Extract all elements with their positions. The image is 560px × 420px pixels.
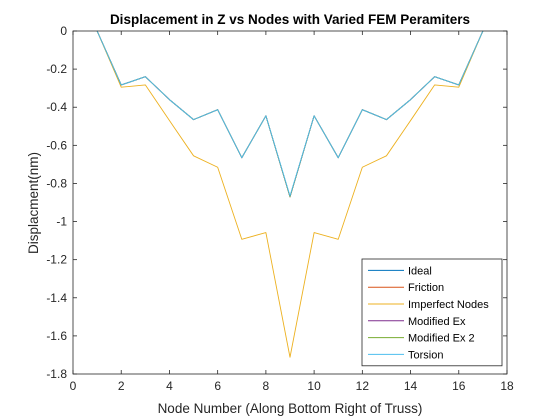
legend-label: Ideal [408,265,432,277]
y-tick-label: -0.2 [46,62,67,76]
series-line-2 [96,30,484,358]
x-tick-label: 18 [500,379,514,393]
y-tick-label: -1.6 [46,329,67,343]
series-lines [96,30,484,358]
x-tick-label: 16 [452,379,466,393]
x-axis-label: Node Number (Along Bottom Right of Truss… [158,401,423,416]
y-tick-label: -0.8 [46,176,67,190]
x-tick-label: 14 [404,379,418,393]
legend-label: Friction [408,282,444,294]
y-tick-label: -0.4 [46,100,67,114]
y-tick-label: -1.2 [46,253,67,267]
legend: Ideal Friction Imperfect Nodes Modified Ex M… [361,258,503,367]
legend-label: Modified Ex [408,316,466,328]
y-tick-label: -1.8 [46,367,67,381]
x-tick-label: 2 [118,379,125,393]
axes-box [72,30,508,375]
y-tick-label: -1 [56,215,67,229]
y-tick-label: -1.4 [46,291,67,305]
x-tick-label: 10 [307,379,321,393]
y-tick-label: -0.6 [46,138,67,152]
x-tick-label: 8 [263,379,270,393]
legend-entry: Ideal [368,265,432,277]
legend-box [361,258,503,367]
legend-label: Imperfect Nodes [408,299,489,311]
y-tick-label: 0 [60,24,67,38]
legend-entry: Torsion [368,349,443,361]
y-axis-label: Displacment(nm) [26,152,41,254]
x-tick-label: 4 [166,379,173,393]
legend-entry: Modified Ex 2 [368,333,475,345]
x-axis-ticks: 0 2 4 6 8 10 12 14 16 18 [70,31,514,393]
x-tick-label: 6 [214,379,221,393]
legend-entry: Imperfect Nodes [368,299,489,311]
legend-label: Modified Ex 2 [408,333,475,345]
chart-title: Displacement in Z vs Nodes with Varied F… [110,12,470,27]
legend-entry: Modified Ex [368,316,466,328]
legend-entry: Friction [368,282,444,294]
plot-area: 0 2 4 6 8 10 12 14 16 18 0 -0.2 -0.4 -0.6 -0.8 -1 -1.2 -1… [46,24,514,393]
legend-label: Torsion [408,349,443,361]
x-tick-label: 12 [356,379,370,393]
x-tick-label: 0 [70,379,77,393]
y-axis-ticks: 0 -0.2 -0.4 -0.6 -0.8 -1 -1.2 -1.4 -1.6 -1.8 [46,24,507,381]
series-line-5 [96,30,484,197]
